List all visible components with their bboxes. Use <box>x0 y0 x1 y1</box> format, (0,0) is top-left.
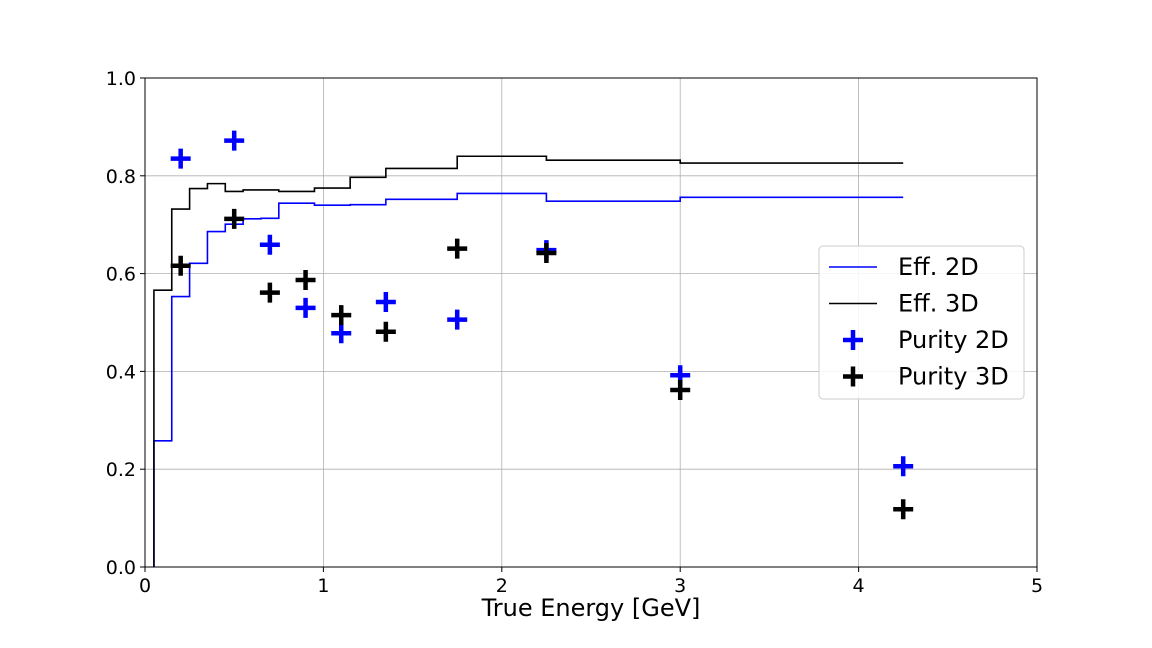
series-purity-2d-point <box>375 291 396 312</box>
series-purity-2d-point <box>224 130 245 151</box>
legend-label: Eff. 2D <box>898 253 979 281</box>
x-tick-label: 2 <box>496 575 508 597</box>
y-tick-label: 0.4 <box>106 361 136 383</box>
x-tick-label: 3 <box>674 575 686 597</box>
series-purity-3d-point <box>331 305 352 326</box>
series-purity-3d-point <box>259 282 280 303</box>
x-tick-label: 1 <box>317 575 329 597</box>
y-tick-label: 0.2 <box>106 459 136 481</box>
x-axis-title: True Energy [GeV] <box>481 594 701 622</box>
series-purity-2d-point <box>447 309 468 330</box>
series-purity-3d-point <box>224 208 245 229</box>
series-purity-3d-point <box>295 269 316 290</box>
series-purity-3d-point <box>375 321 396 342</box>
series-purity-2d-point <box>170 148 191 169</box>
series-purity-3d-point <box>447 238 468 259</box>
y-tick-label: 0.8 <box>106 166 136 188</box>
legend-swatch <box>843 330 863 350</box>
legend: Eff. 2D Eff. 3D Purity 2D Purity 3D <box>818 245 1025 400</box>
series-purity-2d-point <box>893 456 914 477</box>
legend-swatch <box>843 366 863 387</box>
axis-ticks: 0 1 2 3 4 5 0.0 0.2 0.4 0.6 0.8 1.0 <box>106 68 1043 597</box>
series-purity-3d-point <box>893 499 914 520</box>
y-tick-label: 0.6 <box>106 264 136 286</box>
series-purity-2d-point <box>259 234 280 255</box>
legend-box <box>818 245 1025 400</box>
series-eff-2d-line <box>153 192 904 567</box>
series-purity-3d-point <box>170 255 191 276</box>
series-purity-2d-point <box>295 297 316 318</box>
plot-frame <box>144 77 1038 568</box>
series-purity-3d-point <box>536 243 557 264</box>
x-tick-label: 0 <box>139 575 151 597</box>
x-tick-label: 4 <box>853 575 865 597</box>
series-purity-3d-point <box>670 379 691 400</box>
y-tick-label: 0.0 <box>106 557 136 579</box>
legend-label: Purity 3D <box>898 363 1009 391</box>
legend-label: Eff. 3D <box>898 290 979 318</box>
series-purity-2d-point <box>331 323 352 344</box>
series-eff-3d-line <box>153 155 904 567</box>
y-tick-label: 1.0 <box>106 68 136 90</box>
x-tick-label: 5 <box>1031 575 1043 597</box>
plot-series <box>153 130 914 567</box>
legend-label: Purity 2D <box>898 326 1009 354</box>
